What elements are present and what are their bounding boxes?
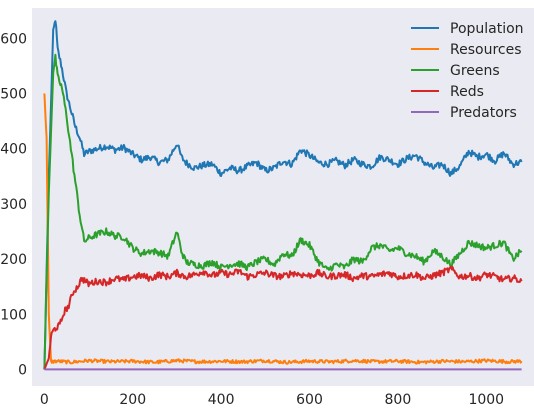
series-line-population <box>43 20 523 370</box>
y-tick-label: 200 <box>0 252 27 268</box>
x-tick-label: 800 <box>385 392 412 408</box>
legend-label-predators: Predators <box>450 105 517 121</box>
y-tick-label: 500 <box>0 87 27 103</box>
x-axis-ticks: 0 200 400 600 800 1000 <box>40 392 504 408</box>
y-axis-ticks: 0 100 200 300 400 500 600 <box>0 31 27 378</box>
y-tick-label: 300 <box>0 197 27 213</box>
x-tick-label: 400 <box>208 392 235 408</box>
x-tick-label: 200 <box>119 392 146 408</box>
y-tick-label: 0 <box>18 362 27 378</box>
x-tick-label: 600 <box>296 392 323 408</box>
legend-label-greens: Greens <box>450 63 500 79</box>
y-tick-label: 600 <box>0 31 27 47</box>
legend: Population Resources Greens Reds Predators <box>404 14 524 126</box>
x-tick-label: 0 <box>40 392 49 408</box>
y-tick-label: 100 <box>0 307 27 323</box>
series-line-resources <box>43 93 523 365</box>
y-tick-label: 400 <box>0 142 27 158</box>
legend-label-reds: Reds <box>450 84 484 100</box>
series-line-reds <box>43 265 523 370</box>
series-lines <box>43 20 523 371</box>
legend-label-population: Population <box>450 21 524 37</box>
x-tick-label: 1000 <box>468 392 504 408</box>
series-line-greens <box>43 53 523 370</box>
legend-label-resources: Resources <box>450 42 522 58</box>
